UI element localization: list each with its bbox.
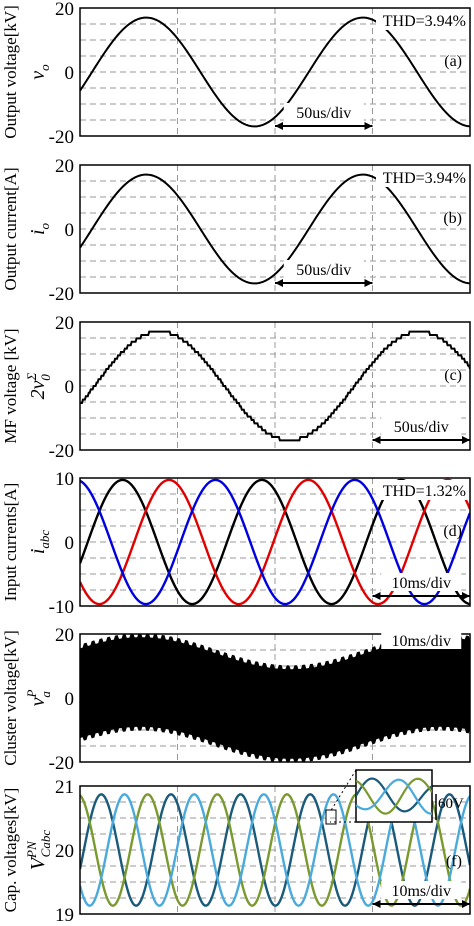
scale-arrowhead-left	[372, 900, 381, 908]
y-tick-label: 21	[55, 777, 74, 798]
plot-frame	[79, 633, 471, 763]
plot-area	[80, 16, 470, 128]
plot-frame	[79, 164, 471, 294]
y-tick-label: 0	[65, 220, 75, 241]
series-line-1	[80, 16, 470, 128]
panel-tag: (a)	[444, 53, 462, 70]
inset-source-box	[325, 809, 337, 825]
scale-arrowhead-left	[372, 648, 381, 656]
zoom-inset: 60V	[325, 769, 464, 825]
panel-tag: (b)	[443, 210, 462, 227]
inset-plot	[356, 777, 432, 815]
thd-bg	[376, 167, 468, 187]
y-tick-label: 0	[65, 377, 75, 398]
y-tick-label: -20	[49, 284, 74, 305]
plot-frame	[79, 7, 471, 137]
chart-panel-1: 20 0 -20 Output voltage[kV] vo THD=3.94% (a) 50…	[1, 0, 471, 148]
scale-label-bg	[381, 417, 462, 435]
chart-panel-3: 20 0 -20 MF voltage [kV] 2vΣ0 (c) 50us/div	[1, 313, 471, 462]
thd-label: THD=3.94%	[383, 13, 466, 30]
y-tick-label: -20	[49, 127, 74, 148]
scale-label: 10ms/div	[391, 883, 451, 900]
y-axis-label: Output current[A]	[1, 167, 20, 290]
scale-label: 10ms/div	[391, 633, 451, 650]
scale-arrowhead-right	[462, 436, 470, 444]
chart-panel-4: 10 0 -10 Input currents[A] iabc THD=1.32% (d) 1…	[1, 469, 471, 618]
y-axis-label: Input currents[A]	[1, 483, 20, 602]
scale-arrowhead-left	[275, 279, 283, 287]
y-tick-label: 20	[55, 313, 74, 334]
thd-label: THD=1.32%	[383, 483, 466, 500]
scale-arrowhead-right	[462, 648, 470, 656]
inset-connector	[329, 769, 357, 813]
scale-arrowhead-right	[462, 900, 470, 908]
series-line-1	[80, 330, 470, 442]
y-axis-label: MF voltage [kV]	[1, 328, 20, 443]
scale-label: 50us/div	[296, 262, 351, 279]
y-axis-label: Cap. voltages[kV]	[1, 788, 20, 913]
inset-series-3	[356, 778, 432, 815]
panel-symbol: vPa	[24, 690, 53, 707]
y-tick-label: 20	[55, 0, 74, 20]
y-tick-label: 20	[55, 841, 74, 862]
series-line-2	[80, 478, 470, 606]
y-tick-label: 0	[65, 533, 75, 554]
panel-symbol: VPNCabc	[24, 830, 53, 871]
y-axis-label: Output voltage[kV]	[1, 5, 20, 139]
panel-tag: (e)	[444, 679, 462, 696]
plot-area	[80, 330, 470, 442]
series-line-1	[80, 173, 470, 285]
y-tick-label: -20	[49, 753, 74, 774]
chart-panel-5: 20 0 -20 Cluster voltage[kV] vPa (e) 10ms/div	[1, 625, 471, 774]
y-tick-label: 20	[55, 156, 74, 177]
thd-bg	[376, 10, 468, 30]
y-tick-label: 10	[55, 469, 74, 490]
thd-label: THD=3.94%	[383, 170, 466, 187]
inset-label: 60V	[438, 796, 464, 812]
scale-label-bg	[381, 881, 462, 899]
scale-arrowhead-right	[364, 122, 373, 130]
panel-symbol: 2vΣ0	[24, 372, 53, 399]
plot-frame	[79, 477, 471, 607]
y-tick-label: -20	[49, 441, 74, 462]
panel-tag: (d)	[443, 523, 462, 540]
panel-tag: (c)	[444, 367, 462, 384]
chart-panel-6: 21 20 19 Cap. voltages[kV] VPNCabc (f) 10ms/di…	[1, 769, 471, 926]
scale-arrowhead-right	[462, 592, 470, 600]
y-tick-label: 0	[65, 689, 75, 710]
plot-area	[80, 173, 470, 285]
thd-bg	[376, 480, 468, 500]
chart-panel-2: 20 0 -20 Output current[A] io THD=3.94% (b) 50u…	[1, 156, 471, 305]
panel-symbol: iabc	[27, 530, 52, 555]
scale-arrowhead-right	[364, 279, 373, 287]
scale-label: 50us/div	[296, 105, 351, 122]
scale-arrowhead-left	[372, 592, 381, 600]
scale-label: 50us/div	[394, 419, 449, 436]
y-tick-label: -10	[49, 597, 74, 618]
y-axis-label: Cluster voltage[kV]	[1, 630, 20, 766]
scale-label-bg	[283, 103, 364, 121]
panel-symbol: vo	[27, 64, 52, 80]
panel-tag: (f)	[446, 853, 462, 870]
plot-frame	[79, 785, 471, 915]
scale-arrowhead-left	[275, 122, 283, 130]
scale-label: 10ms/div	[391, 575, 451, 592]
y-tick-label: 19	[55, 905, 74, 926]
y-tick-label: 0	[65, 63, 75, 84]
scale-label-bg	[381, 573, 462, 591]
scale-arrowhead-left	[372, 436, 381, 444]
band-envelope	[80, 634, 470, 762]
inset-frame	[355, 769, 433, 823]
panel-symbol: io	[27, 222, 52, 235]
scale-label-bg	[283, 260, 364, 278]
inset-series-2	[356, 777, 432, 815]
plot-frame	[79, 321, 471, 451]
inset-series-1	[356, 777, 432, 813]
y-tick-label: 20	[55, 625, 74, 646]
plot-area	[80, 634, 470, 762]
scale-label-bg	[381, 631, 462, 649]
